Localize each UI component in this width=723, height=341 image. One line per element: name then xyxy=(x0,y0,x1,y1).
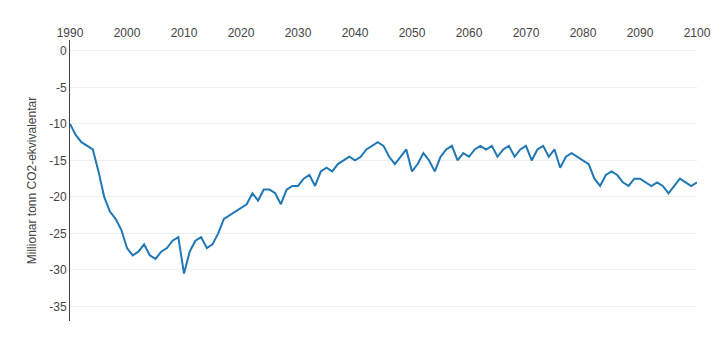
svg-text:2010: 2010 xyxy=(171,26,198,40)
svg-text:2030: 2030 xyxy=(285,26,312,40)
svg-text:-15: -15 xyxy=(49,154,67,168)
svg-text:1990: 1990 xyxy=(57,26,84,40)
svg-text:-35: -35 xyxy=(49,300,67,314)
svg-text:2100: 2100 xyxy=(684,26,711,40)
svg-text:2020: 2020 xyxy=(228,26,255,40)
svg-text:2070: 2070 xyxy=(513,26,540,40)
svg-text:-30: -30 xyxy=(49,263,67,277)
svg-text:Millionar tonn CO2-ekvivalenta: Millionar tonn CO2-ekvivalentar xyxy=(25,97,39,264)
svg-text:2090: 2090 xyxy=(627,26,654,40)
svg-text:0: 0 xyxy=(60,44,67,58)
svg-text:2000: 2000 xyxy=(114,26,141,40)
svg-text:-25: -25 xyxy=(49,227,67,241)
svg-text:2060: 2060 xyxy=(456,26,483,40)
svg-text:2050: 2050 xyxy=(399,26,426,40)
svg-text:2040: 2040 xyxy=(342,26,369,40)
svg-text:-5: -5 xyxy=(56,81,67,95)
svg-text:-10: -10 xyxy=(49,117,67,131)
svg-text:2080: 2080 xyxy=(570,26,597,40)
svg-text:-20: -20 xyxy=(49,190,67,204)
